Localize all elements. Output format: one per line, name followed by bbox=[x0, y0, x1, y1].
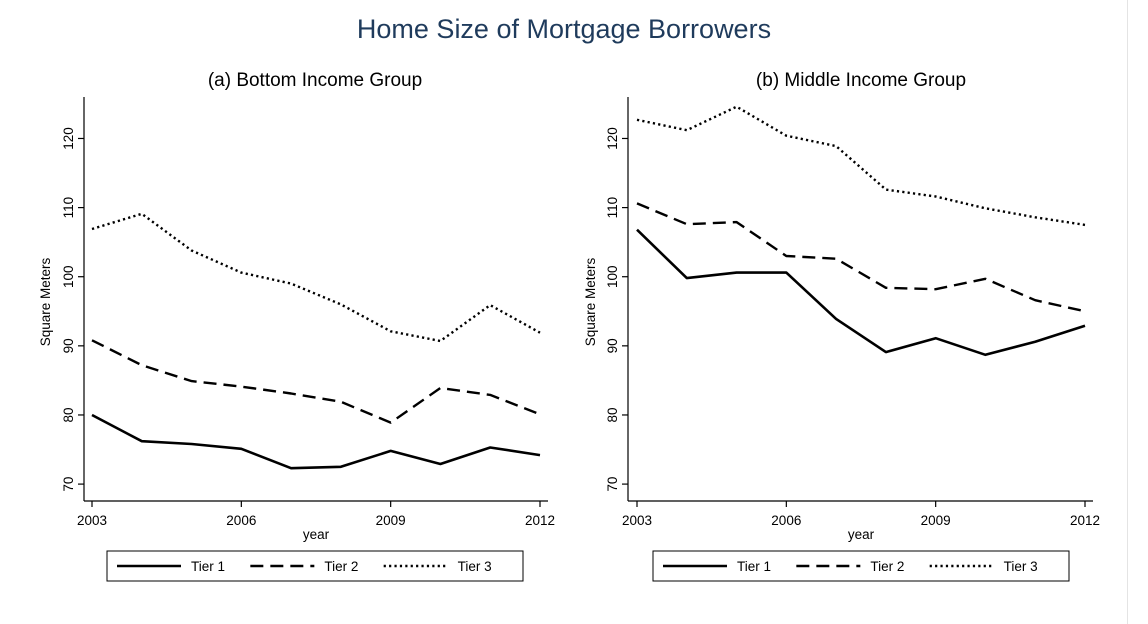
y-tick-label: 90 bbox=[605, 338, 620, 353]
panel-title: (b) Middle Income Group bbox=[756, 70, 966, 91]
series-line-tier-3 bbox=[91, 212, 541, 343]
x-axis-title: year bbox=[848, 527, 875, 542]
series-line-tier-1 bbox=[91, 413, 541, 470]
y-axis-title: Square Meters bbox=[38, 257, 53, 346]
legend: Tier 1 Tier 2 Tier 3 bbox=[652, 550, 1070, 582]
x-axis-title: year bbox=[303, 527, 330, 542]
legend-label: Tier 2 bbox=[870, 559, 904, 574]
y-axis-title: Square Meters bbox=[583, 257, 598, 346]
x-tick-label: 2006 bbox=[226, 513, 256, 528]
x-tick-label: 2003 bbox=[622, 513, 652, 528]
y-tick-label: 90 bbox=[61, 338, 76, 353]
legend-label: Tier 1 bbox=[191, 559, 225, 574]
x-tick-label: 2012 bbox=[1070, 513, 1100, 528]
legend-label: Tier 3 bbox=[1004, 559, 1038, 574]
x-tick-label: 2006 bbox=[771, 513, 801, 528]
y-tick-label: 120 bbox=[61, 127, 76, 150]
legend-label: Tier 3 bbox=[458, 559, 492, 574]
x-tick-label: 2012 bbox=[525, 513, 555, 528]
series-line-tier-2 bbox=[91, 339, 541, 424]
panel-title: (a) Bottom Income Group bbox=[208, 70, 422, 91]
y-tick-label: 70 bbox=[605, 477, 620, 492]
series-line-tier-1 bbox=[636, 228, 1086, 357]
y-tick-label: 120 bbox=[605, 127, 620, 150]
panel-b: (b) Middle Income Group 70 80 90 100 110 120 20… bbox=[583, 70, 1100, 582]
y-tick-label: 100 bbox=[61, 265, 76, 288]
series-line-tier-2 bbox=[636, 202, 1086, 313]
panel-a: (a) Bottom Income Group 70 80 90 100 110 120 20… bbox=[38, 70, 555, 582]
y-tick-label: 80 bbox=[61, 407, 76, 422]
y-tick-label: 80 bbox=[605, 407, 620, 422]
x-tick-label: 2009 bbox=[376, 513, 406, 528]
frame-edge bbox=[1127, 0, 1128, 624]
series-line-tier-3 bbox=[636, 105, 1086, 227]
legend-label: Tier 1 bbox=[737, 559, 771, 574]
legend-label: Tier 2 bbox=[324, 559, 358, 574]
legend: Tier 1 Tier 2 Tier 3 bbox=[106, 550, 524, 582]
y-tick-label: 110 bbox=[605, 197, 620, 219]
y-tick-label: 70 bbox=[61, 477, 76, 492]
y-tick-label: 110 bbox=[61, 197, 76, 219]
x-tick-label: 2009 bbox=[921, 513, 951, 528]
x-tick-label: 2003 bbox=[77, 513, 107, 528]
figure-title: Home Size of Mortgage Borrowers bbox=[356, 14, 772, 44]
y-tick-label: 100 bbox=[605, 265, 620, 288]
